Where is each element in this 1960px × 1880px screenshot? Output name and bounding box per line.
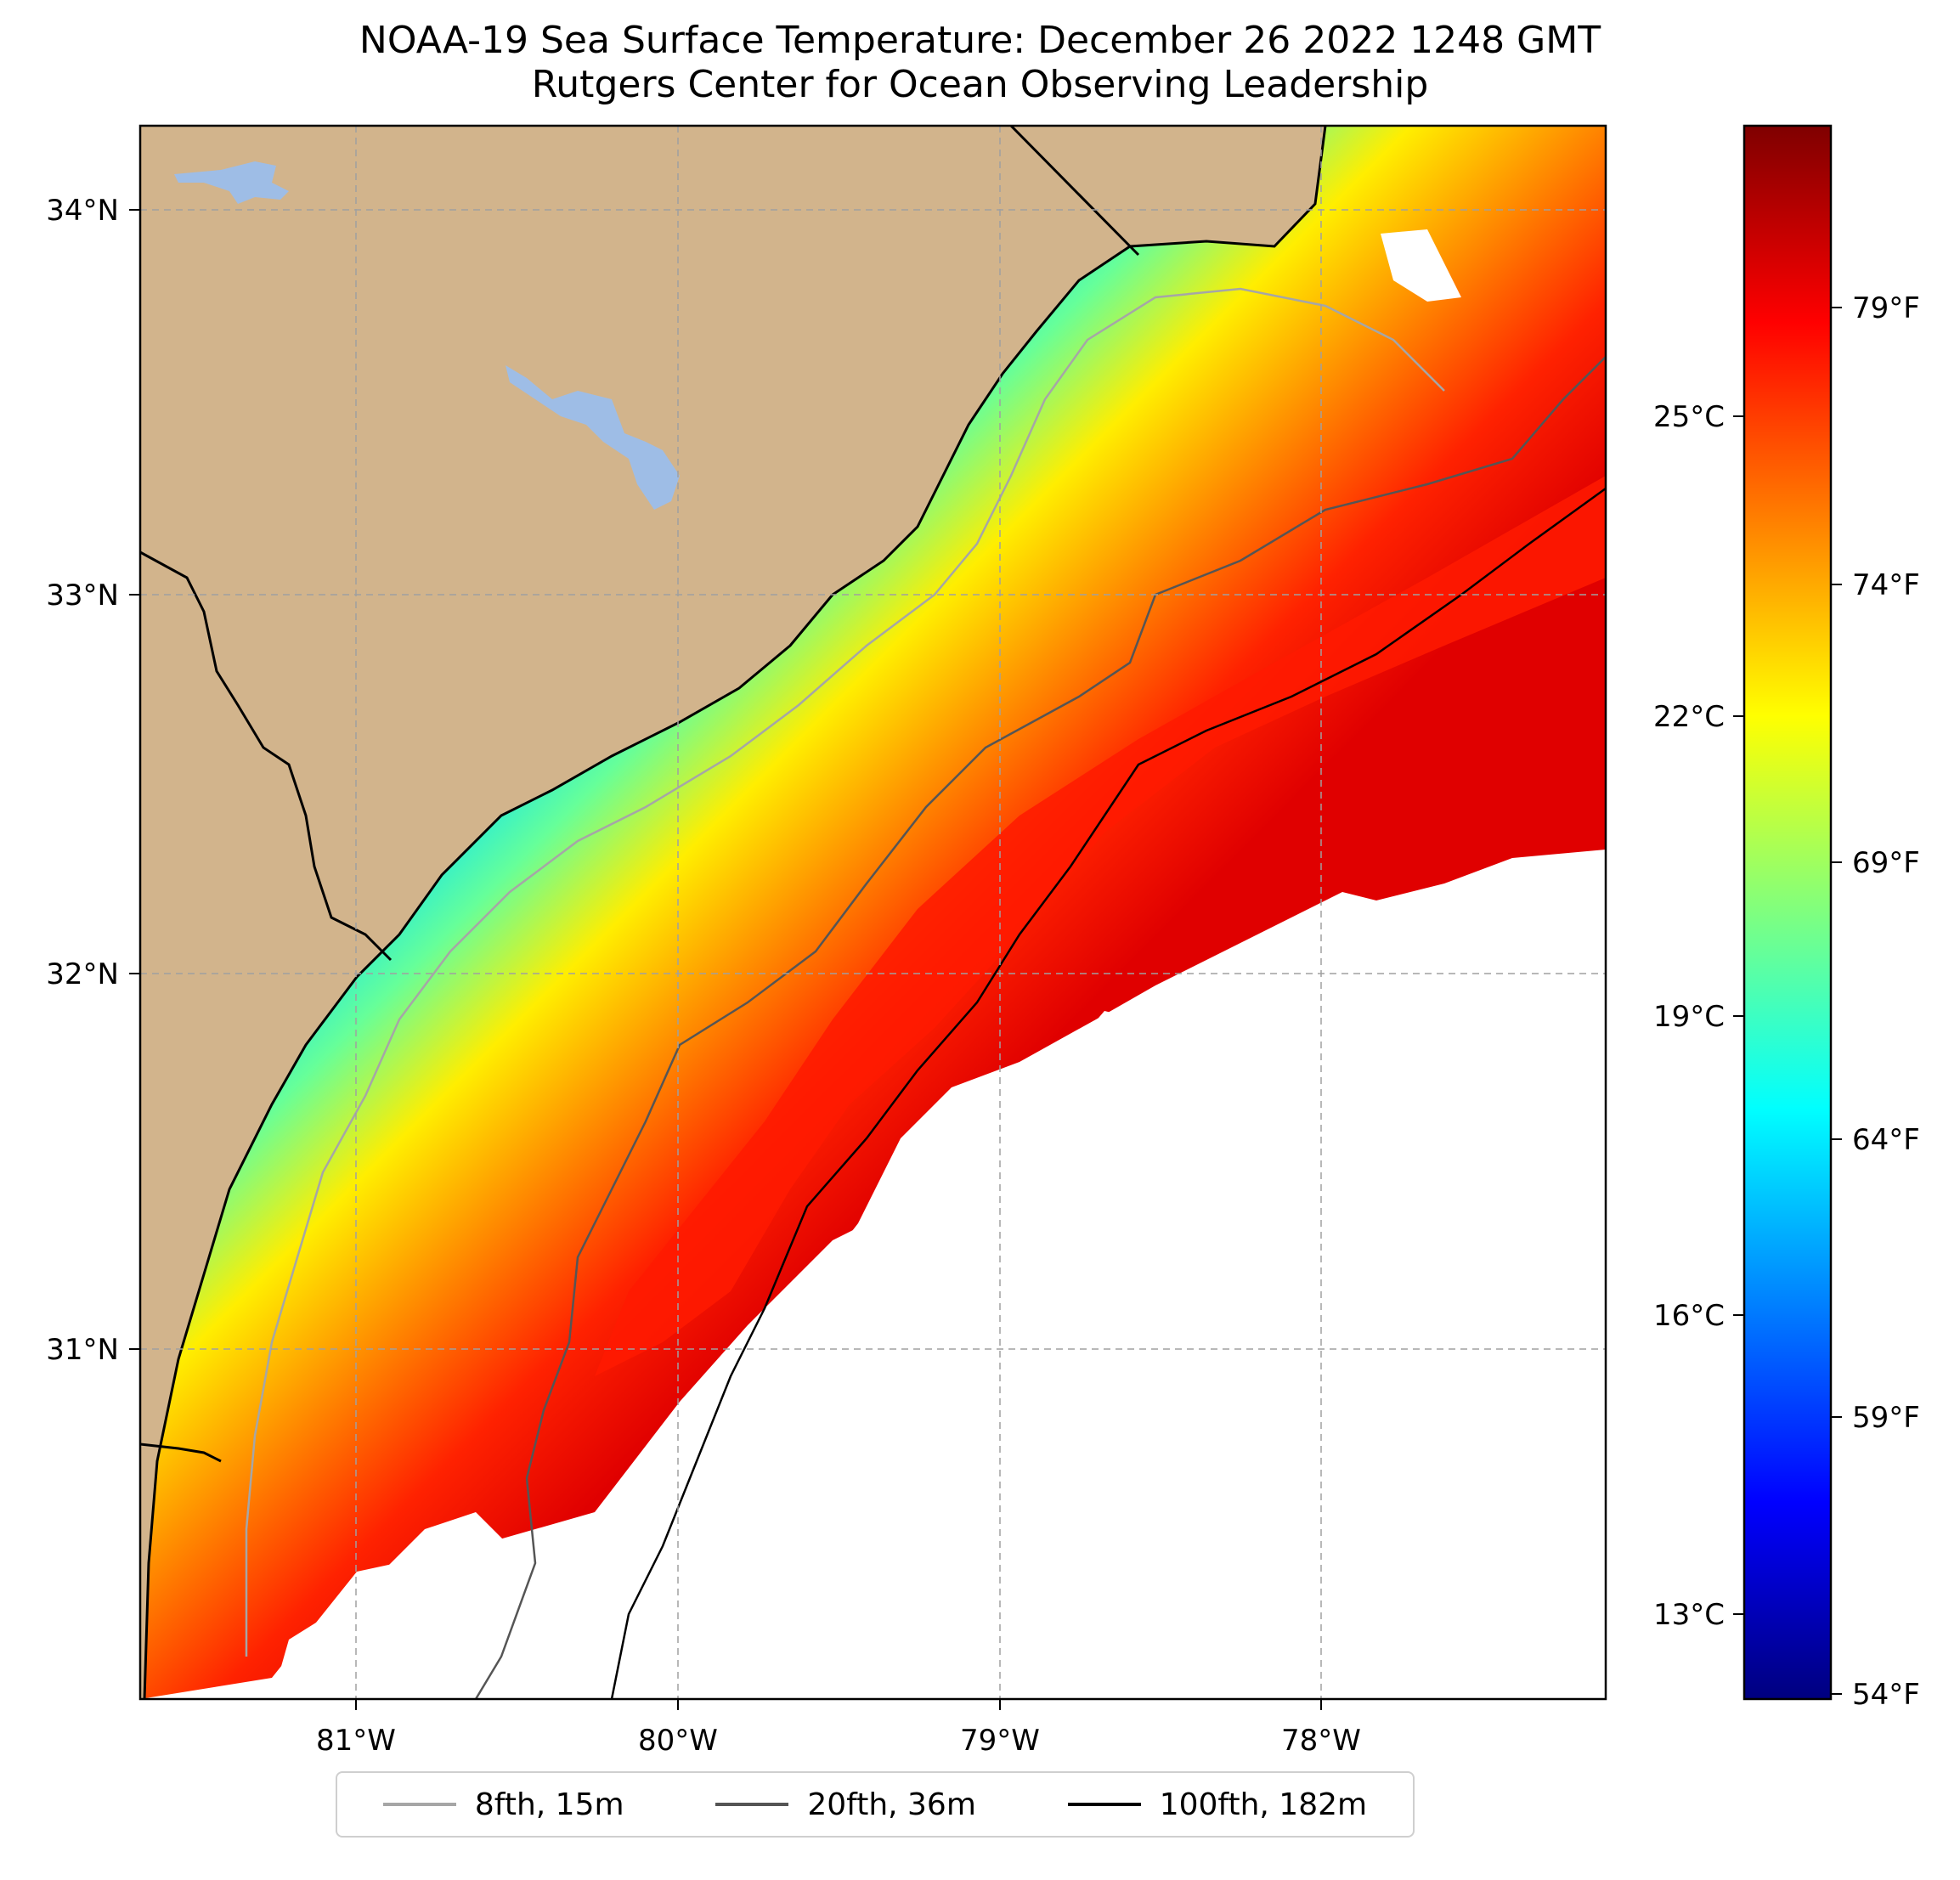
legend-label-100fth: 100fth, 182m — [1159, 1787, 1368, 1822]
legend-label-8fth: 8fth, 15m — [474, 1787, 624, 1822]
legend-swatch-20fth — [715, 1803, 789, 1806]
lat-label-34: 34°N — [46, 194, 119, 228]
title-line-2: Rutgers Center for Ocean Observing Leade… — [531, 63, 1429, 106]
legend-swatch-8fth — [382, 1803, 456, 1806]
lon-label-79: 79°W — [960, 1724, 1040, 1758]
isobath-legend: 8fth, 15m 20fth, 36m 100fth, 182m — [336, 1771, 1415, 1838]
coastline — [143, 126, 1327, 1699]
legend-swatch-100fth — [1067, 1803, 1141, 1806]
lon-label-78: 78°W — [1281, 1724, 1361, 1758]
lake-north — [174, 161, 289, 204]
celsius-label-25: 25°C — [1653, 400, 1725, 434]
gulf-stream-core — [595, 476, 1606, 1376]
cloud-mask-inshore — [272, 1512, 510, 1699]
state-border-sc-nc — [1009, 126, 1140, 257]
lat-label-31: 31°N — [46, 1333, 119, 1367]
cloud-mask-south — [595, 850, 1606, 1699]
colorbar — [1743, 124, 1833, 1701]
celsius-label-13: 13°C — [1653, 1598, 1725, 1632]
fahrenheit-label-74: 74°F — [1852, 568, 1920, 602]
title-line-1: NOAA-19 Sea Surface Temperature: Decembe… — [359, 19, 1601, 62]
celsius-label-22: 22°C — [1653, 700, 1725, 734]
cloud-mask-north — [1381, 229, 1461, 302]
isobath-100fth — [610, 487, 1606, 1699]
lat-ticks — [129, 209, 140, 1350]
map-frame — [138, 124, 1607, 1701]
isobath-20fth — [474, 356, 1606, 1699]
fahrenheit-label-59: 59°F — [1852, 1401, 1920, 1435]
lat-label-32: 32°N — [46, 957, 119, 991]
lat-label-33: 33°N — [46, 579, 119, 613]
legend-item-8fth: 8fth, 15m — [382, 1787, 624, 1822]
map-title: NOAA-19 Sea Surface Temperature: Decembe… — [0, 19, 1960, 107]
legend-item-100fth: 100fth, 182m — [1067, 1787, 1368, 1822]
state-border-sc-ga — [140, 550, 393, 962]
legend-item-20fth: 20fth, 36m — [715, 1787, 976, 1822]
celsius-label-16: 16°C — [1653, 1299, 1725, 1333]
lon-label-80: 80°W — [638, 1724, 718, 1758]
fahrenheit-label-54: 54°F — [1852, 1678, 1920, 1712]
fahrenheit-label-69: 69°F — [1852, 846, 1920, 880]
fahrenheit-ticks — [1831, 307, 1842, 1695]
fahrenheit-label-79: 79°F — [1852, 291, 1920, 325]
lon-ticks — [355, 1699, 1322, 1710]
land-area — [140, 126, 1325, 1699]
graticule — [140, 126, 1606, 1699]
legend-label-20fth: 20fth, 36m — [807, 1787, 976, 1822]
lake-marion — [506, 365, 680, 510]
lon-label-81: 81°W — [316, 1724, 396, 1758]
isobath-8fth — [245, 287, 1445, 1657]
fahrenheit-label-64: 64°F — [1852, 1123, 1920, 1157]
celsius-ticks — [1733, 415, 1744, 1615]
celsius-label-19: 19°C — [1653, 1000, 1725, 1034]
